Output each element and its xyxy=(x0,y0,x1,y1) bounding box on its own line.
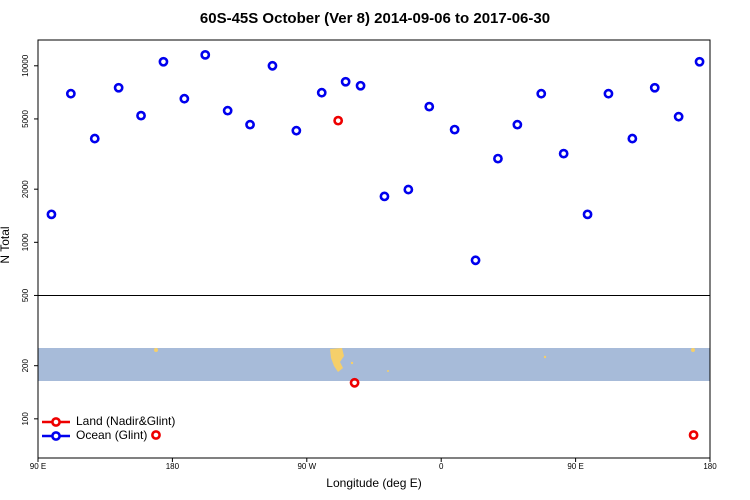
point xyxy=(649,82,660,93)
y-tick-label: 200 xyxy=(21,358,30,372)
x-tick-label: 90 W xyxy=(297,462,316,471)
point xyxy=(179,93,190,104)
point xyxy=(536,88,547,99)
map-band xyxy=(38,348,710,381)
point xyxy=(89,133,100,144)
y-tick-label: 500 xyxy=(21,288,30,302)
point xyxy=(222,105,233,116)
legend-marker xyxy=(51,431,61,441)
legend-marker xyxy=(51,417,61,427)
plot-frame xyxy=(37,39,711,459)
point xyxy=(267,60,278,71)
x-tick-label: 90 E xyxy=(567,462,583,471)
legend-label: Land (Nadir&Glint) xyxy=(76,414,175,428)
point xyxy=(291,125,302,136)
point xyxy=(493,153,503,164)
point xyxy=(627,133,638,144)
x-tick-label: 90 E xyxy=(30,462,46,471)
point xyxy=(151,430,161,440)
point xyxy=(603,88,614,99)
x-tick-label: 180 xyxy=(703,462,717,471)
point xyxy=(46,209,57,220)
point xyxy=(355,80,366,91)
point xyxy=(449,124,460,135)
y-axis-label: N Total xyxy=(0,226,12,263)
point xyxy=(333,115,344,126)
land-shapes xyxy=(154,348,695,372)
x-axis-label: Longitude (deg E) xyxy=(326,476,421,490)
point xyxy=(158,56,169,67)
chart-title: 60S-45S October (Ver 8) 2014-09-06 to 20… xyxy=(200,10,550,27)
point xyxy=(316,87,327,98)
point xyxy=(136,110,146,121)
point xyxy=(379,191,390,202)
x-tick-label: 0 xyxy=(439,462,444,471)
point xyxy=(470,255,481,266)
point xyxy=(245,119,255,130)
point xyxy=(349,377,360,388)
point xyxy=(424,101,435,112)
point xyxy=(200,49,211,60)
point xyxy=(403,184,414,195)
point xyxy=(512,119,523,130)
point xyxy=(340,76,351,87)
point xyxy=(582,209,593,220)
y-tick-label: 5000 xyxy=(21,109,30,127)
y-tick-label: 1000 xyxy=(21,233,30,251)
point xyxy=(694,56,705,67)
y-tick-label: 10000 xyxy=(21,54,30,77)
point xyxy=(558,148,569,159)
y-tick-label: 100 xyxy=(21,412,30,426)
point xyxy=(673,111,684,122)
x-tick-label: 180 xyxy=(166,462,180,471)
point xyxy=(65,88,76,99)
point xyxy=(688,430,699,440)
y-tick-label: 2000 xyxy=(21,180,30,198)
point xyxy=(113,82,124,93)
legend-label: Ocean (Glint) xyxy=(76,428,147,442)
